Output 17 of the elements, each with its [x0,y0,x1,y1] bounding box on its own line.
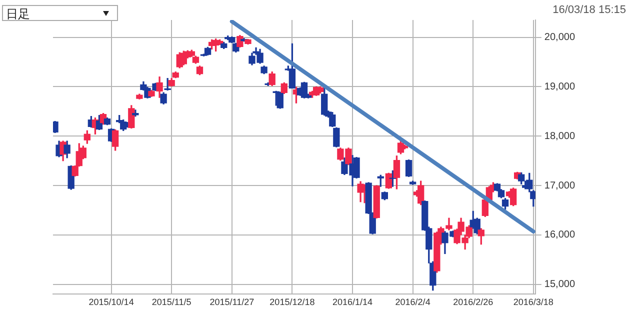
x-tick-label: 2015/12/18 [270,297,315,308]
y-tick-label: 18,000 [544,130,576,142]
y-tick-label: 15,000 [544,279,576,290]
y-tick-label: 16,000 [544,230,576,241]
x-tick-label: 2015/11/5 [152,297,192,308]
x-tick-label: 2016/2/26 [453,297,494,308]
y-tick-label: 17,000 [544,180,576,192]
candlestick [164,78,171,90]
x-tick-label: 2016/2/4 [395,297,430,308]
text: 16/03/18 15:15 [552,4,626,16]
x-tick-label: 2015/10/14 [88,297,134,308]
text: 日足 [6,7,30,21]
y-tick-label: 20,000 [544,32,576,44]
x-tick-label: 2016/3/18 [513,297,554,308]
x-tick-label: 2016/1/14 [332,297,373,308]
x-tick-label: 2015/11/27 [210,297,254,308]
y-tick-label: 19,000 [544,81,576,92]
